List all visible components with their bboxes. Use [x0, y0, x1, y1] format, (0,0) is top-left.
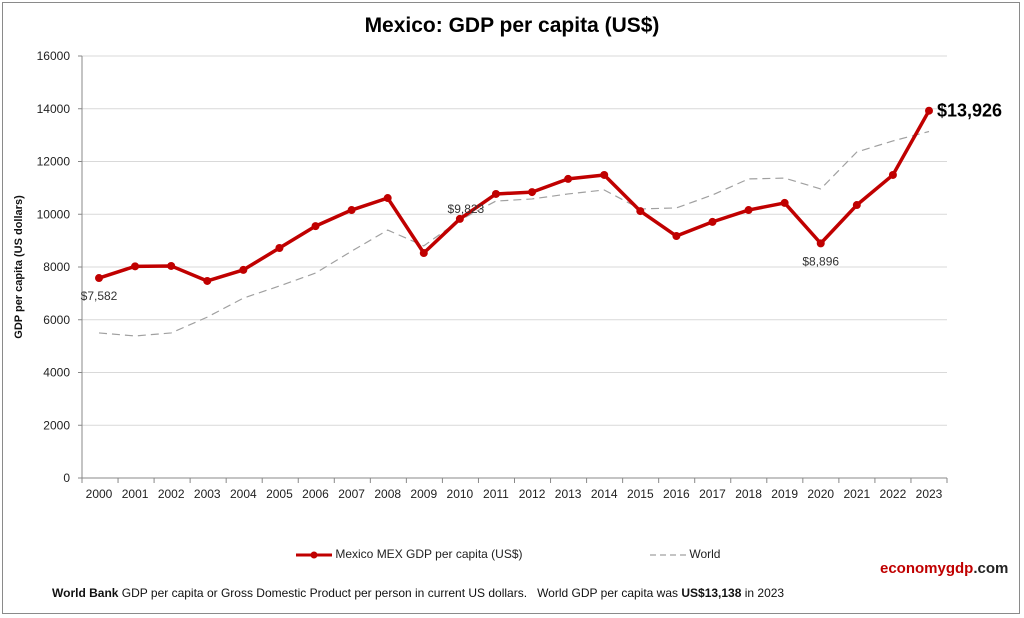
x-tick-label: 2003	[194, 487, 221, 501]
footer-source: World Bank	[52, 586, 119, 600]
y-tick-label: 10000	[37, 207, 71, 221]
y-tick-label: 12000	[37, 155, 71, 169]
x-tick-label: 2007	[338, 487, 365, 501]
data-label: $9,823	[448, 202, 485, 216]
x-tick-label: 2016	[663, 487, 690, 501]
data-point-mexico	[347, 206, 356, 215]
series-line-world	[98, 130, 930, 337]
y-tick-label: 16000	[37, 49, 71, 63]
data-point-mexico	[491, 189, 500, 198]
brand-domain: .com	[973, 560, 1009, 577]
data-point-mexico	[636, 207, 645, 216]
footer-note: World Bank GDP per capita or Gross Domes…	[52, 586, 784, 600]
data-point-mexico	[600, 170, 609, 179]
footer-text: GDP per capita or Gross Domestic Product…	[118, 586, 682, 600]
x-tick-label: 2023	[916, 487, 943, 501]
data-point-mexico	[95, 274, 103, 283]
x-tick-label: 2001	[122, 487, 149, 501]
legend-item-mexico: Mexico MEX GDP per capita (US$)	[296, 547, 523, 561]
x-tick-label: 2017	[699, 487, 726, 501]
data-point-mexico	[275, 244, 284, 253]
data-label: $8,896	[802, 254, 839, 268]
x-tick-label: 2012	[519, 487, 546, 501]
data-point-mexico	[528, 188, 537, 197]
data-point-mexico	[780, 198, 789, 207]
legend-item-world: World	[650, 547, 720, 561]
series-line-mexico	[98, 109, 931, 283]
data-label: $13,926	[937, 101, 1002, 121]
data-point-mexico	[419, 249, 428, 258]
chart-title: Mexico: GDP per capita (US$)	[364, 14, 660, 37]
brand-logo[interactable]: economygdp.com	[880, 560, 1008, 577]
data-point-mexico	[708, 217, 717, 226]
x-tick-label: 2021	[843, 487, 870, 501]
data-point-mexico	[131, 262, 140, 271]
y-tick-label: 2000	[43, 418, 70, 432]
x-tick-label: 2018	[735, 487, 762, 501]
x-tick-label: 2005	[266, 487, 293, 501]
x-tick-label: 2002	[158, 487, 185, 501]
x-tick-label: 2008	[374, 487, 401, 501]
legend-mexico-label: Mexico MEX GDP per capita (US$)	[335, 547, 523, 561]
data-point-mexico	[925, 106, 933, 115]
data-point-mexico	[888, 170, 897, 179]
x-tick-label: 2014	[591, 487, 618, 501]
data-point-mexico	[744, 206, 753, 215]
x-tick-label: 2004	[230, 487, 257, 501]
x-tick-label: 2010	[447, 487, 474, 501]
data-point-mexico	[383, 194, 392, 203]
x-tick-label: 2013	[555, 487, 582, 501]
x-tick-label: 2022	[880, 487, 907, 501]
data-point-mexico	[816, 239, 825, 248]
x-tick-label: 2019	[771, 487, 798, 501]
y-tick-label: 8000	[43, 260, 70, 274]
data-point-mexico	[455, 214, 464, 223]
footer-world-value: US$13,138	[681, 586, 742, 600]
brand-name: economygdp	[880, 560, 974, 577]
y-tick-label: 14000	[37, 102, 71, 116]
data-point-mexico	[167, 261, 176, 270]
x-tick-label: 2006	[302, 487, 329, 501]
data-point-mexico	[672, 232, 681, 241]
data-point-mexico	[239, 265, 248, 274]
y-tick-label: 6000	[43, 313, 70, 327]
data-point-mexico	[311, 222, 320, 231]
x-tick-label: 2009	[410, 487, 437, 501]
data-label: $7,582	[81, 289, 118, 303]
y-axis-label: GDP per capita (US dollars)	[13, 195, 25, 339]
x-tick-label: 2020	[807, 487, 834, 501]
x-tick-label: 2011	[483, 487, 509, 501]
y-tick-label: 0	[63, 471, 70, 485]
legend-mexico-swatch	[296, 551, 332, 559]
legend-world-swatch	[650, 554, 686, 556]
x-tick-label: 2015	[627, 487, 654, 501]
data-point-mexico	[852, 201, 861, 210]
legend-world-label: World	[689, 547, 721, 561]
x-tick-label: 2000	[86, 487, 113, 501]
data-point-mexico	[564, 174, 573, 183]
data-point-mexico	[203, 276, 212, 285]
footer-year: in 2023	[741, 586, 785, 600]
y-tick-label: 4000	[43, 366, 70, 380]
